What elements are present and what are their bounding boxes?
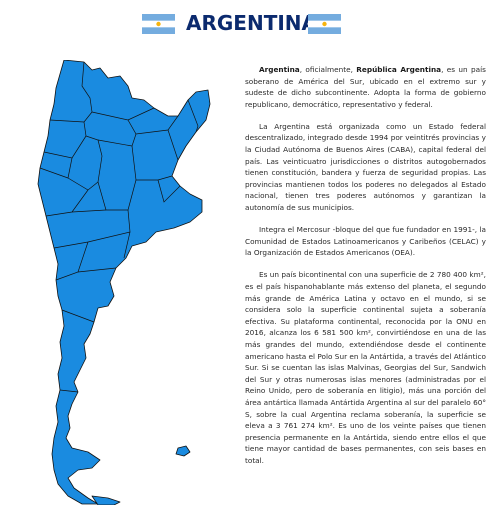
border-catamarca: [49, 119, 85, 123]
argentina-flag-icon: [142, 14, 175, 34]
flag-bottom-band: [142, 27, 175, 34]
border-santa-cruz: [59, 389, 79, 393]
article-paragraph-2: La Argentina está organizada como un Est…: [245, 121, 486, 213]
flag-sun: [156, 21, 161, 27]
text-fragment: , oficialmente,: [299, 65, 357, 74]
page-title: ARGENTINA: [186, 11, 317, 35]
article-paragraph-3: Integra el Mercosur -bloque del que fue …: [245, 225, 486, 258]
border-misiones: [187, 99, 199, 133]
border-santa-fe-chaco: [131, 145, 173, 181]
flag-top-band: [308, 14, 341, 21]
border-chubut: [61, 309, 95, 323]
map-shapes: [37, 60, 211, 505]
bold-country-name: Argentina: [259, 65, 300, 74]
province-borders: [39, 61, 199, 393]
border-jujuy-salta: [81, 61, 93, 137]
article-text: Argentina, oficialmente, República Argen…: [245, 64, 486, 477]
bold-official-name: República Argentina: [356, 65, 442, 74]
flag-bottom-band: [308, 27, 341, 34]
text-fragment: , es un país soberano de América del Sur…: [245, 65, 486, 109]
border-san-luis-south: [71, 209, 107, 213]
border-entre-rios: [157, 179, 181, 203]
argentina-flag-icon: [308, 14, 341, 34]
argentina-provinces-map: [37, 60, 211, 505]
article-paragraph-4: Es un país bicontinental con una superfi…: [245, 270, 486, 465]
border-corrientes: [167, 129, 179, 161]
flag-top-band: [142, 14, 175, 21]
malvinas-islands: [175, 445, 191, 457]
page-header: ARGENTINA: [0, 10, 497, 36]
article-paragraph-1: Argentina, oficialmente, República Argen…: [245, 64, 486, 110]
flag-sun: [322, 21, 327, 27]
border-rio-negro: [77, 267, 117, 273]
argentina-outline: [37, 60, 211, 505]
border-formosa-chaco: [127, 115, 179, 135]
